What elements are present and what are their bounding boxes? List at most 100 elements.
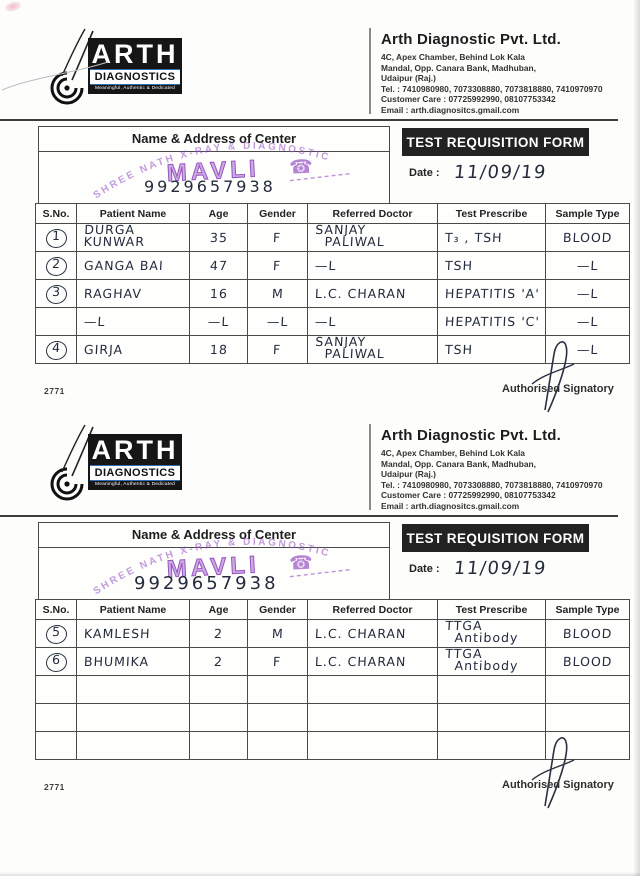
cell-value: 47 [209, 257, 228, 273]
cell-value: TSH [444, 341, 474, 357]
date-label: Date : [409, 563, 440, 575]
cell-value: 16 [209, 285, 228, 301]
cell-value: —L [314, 313, 337, 329]
table-cell [437, 703, 546, 732]
table-row [35, 731, 630, 760]
serial-cell: 3 [35, 279, 77, 308]
serial-circle: 5 [45, 624, 67, 644]
cell-value: 35 [209, 229, 228, 245]
table-cell: —L [545, 307, 630, 336]
cell-value: F [273, 653, 283, 669]
table-row: 6 BHUMIKA 2 F L.C. CHARAN TTGA Antibody BLOOD [35, 647, 630, 676]
table-cell [76, 675, 190, 704]
pencil-scan-mark [1, 61, 109, 91]
arth-logo: ARTH DIAGNOSTICS Meaningful, Authentic &… [88, 434, 182, 490]
table-cell: —L [307, 307, 438, 336]
table-row [35, 703, 630, 732]
table-cell: 2 [189, 647, 248, 676]
table-cell [307, 731, 438, 760]
table-cell: —L [247, 307, 308, 336]
table-cell [437, 731, 546, 760]
cell-value: F [273, 341, 283, 357]
letterhead-text: Arth Diagnostic Pvt. Ltd. 4C, Apex Chamb… [381, 427, 633, 512]
cell-value: F [273, 229, 283, 245]
serial-cell [35, 675, 77, 704]
requisition-form-1: ARTH DIAGNOSTICS Meaningful, Authentic &… [0, 0, 640, 413]
serial-circle: 6 [45, 652, 67, 672]
center-box-title: Name & Address of Center [39, 523, 389, 548]
table-cell: 16 [189, 279, 248, 308]
table-cell: —L [545, 279, 630, 308]
address-line: Mandal, Opp. Canara Bank, Madhuban, [381, 62, 536, 73]
column-header: Test Prescribe [437, 599, 546, 620]
table-cell: M [247, 619, 308, 648]
table-cell [307, 675, 438, 704]
cell-value: 2 [213, 625, 224, 641]
cell-value: BLOOD [562, 625, 613, 641]
arth-logo: ARTH DIAGNOSTICS Meaningful, Authentic &… [88, 38, 182, 94]
signature [531, 341, 575, 413]
cell-value: M [271, 285, 284, 301]
address-line: 4C, Apex Chamber, Behind Lok Kala [381, 52, 525, 62]
cell-value: BHUMIKA [83, 653, 150, 669]
cell-value: BLOOD [562, 229, 613, 245]
table-cell: SANJAY PALIWAL [307, 335, 438, 364]
cell-value: —L [576, 313, 599, 329]
table-cell: L.C. CHARAN [307, 647, 438, 676]
cell-value: HEPATITIS 'C' [444, 313, 541, 329]
table-cell: BLOOD [545, 647, 630, 676]
table-cell: —L [189, 307, 248, 336]
table-cell: TTGA Antibody [437, 619, 546, 648]
cell-value: DURGA KUNWAR [83, 223, 146, 250]
telephone-line: Tel. : 7410980980, 7073308880, 707381888… [381, 479, 603, 490]
customer-care-line: Customer Care : 07725992990, 08107753342 [381, 490, 556, 501]
cell-value: 18 [209, 341, 228, 357]
column-header: Referred Doctor [307, 599, 438, 620]
center-phone-number: 9929657938 [144, 177, 276, 196]
table-cell: BHUMIKA [76, 647, 190, 676]
letterhead-rule [0, 119, 618, 121]
arth-eye-logo-icon [50, 424, 94, 501]
form-title-banner: TEST REQUISITION FORM [402, 524, 589, 552]
table-cell: —L [307, 251, 438, 280]
serial-cell: 1 [35, 223, 77, 252]
column-header: Referred Doctor [307, 203, 438, 224]
cell-value: F [273, 257, 283, 273]
column-header: Sample Type [545, 203, 630, 224]
cell-value: TSH [444, 257, 474, 273]
serial-cell: 4 [35, 335, 77, 364]
table-cell [76, 703, 190, 732]
cell-value: L.C. CHARAN [314, 285, 407, 301]
cell-value: BLOOD [562, 653, 613, 669]
date-label: Date : [409, 167, 440, 179]
serial-cell: 5 [35, 619, 77, 648]
form-title-banner: TEST REQUISITION FORM [402, 128, 589, 156]
table-cell: M [247, 279, 308, 308]
table-cell: TTGA Antibody [437, 647, 546, 676]
header-row: S.No. Patient Name Age Gender Referred Docto… [35, 203, 630, 224]
email-line: Email : arth.diagnositcs.gmail.com [381, 500, 520, 511]
cell-value: —L [207, 313, 230, 329]
table-cell: BLOOD [545, 619, 630, 648]
date-row: Date : 11/09/19 [409, 162, 548, 183]
table-cell [247, 675, 308, 704]
table-cell: F [247, 335, 308, 364]
table-cell: 2 [189, 619, 248, 648]
table-cell [189, 675, 248, 704]
cell-value: TTGA Antibody [444, 619, 519, 646]
column-header: Patient Name [76, 599, 190, 620]
cell-value: T₃ , TSH [444, 229, 503, 245]
cell-value: TTGA Antibody [444, 647, 519, 674]
letterhead-text: Arth Diagnostic Pvt. Ltd. 4C, Apex Chamb… [381, 31, 633, 116]
table-cell [307, 703, 438, 732]
serial-cell [35, 307, 77, 336]
column-header: Patient Name [76, 203, 190, 224]
table-cell: DURGA KUNWAR [76, 223, 190, 252]
serial-cell [35, 731, 77, 760]
table-cell: L.C. CHARAN [307, 279, 438, 308]
arth-eye-logo-icon [50, 28, 94, 105]
table-cell [189, 731, 248, 760]
serial-number: 2771 [44, 386, 65, 396]
telephone-icon: ☎ [289, 156, 314, 178]
